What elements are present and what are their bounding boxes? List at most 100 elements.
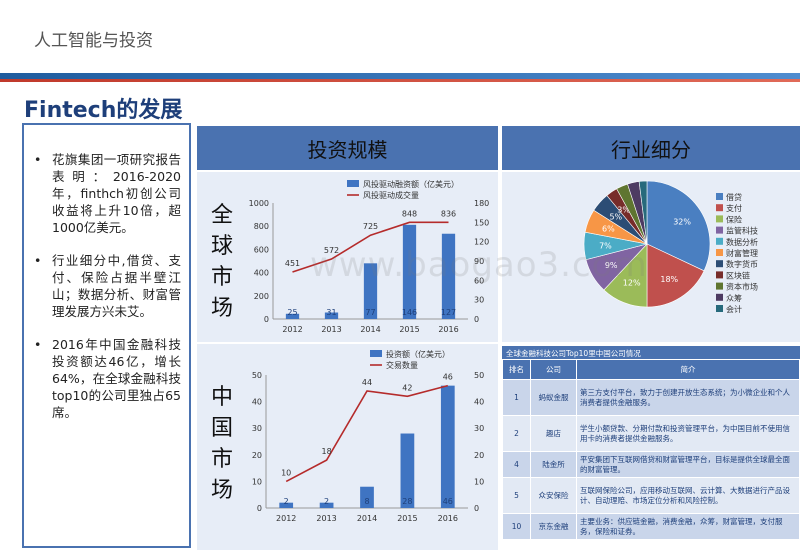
- top10-table-wrapper: 全球金融科技公司Top10里中国公司情况 排名 公司 简介 1 蚂蚁金服 第三方…: [502, 346, 800, 540]
- legend-label: 区块链: [726, 270, 750, 280]
- legend-swatch: [716, 282, 723, 290]
- line-data-label: 10: [281, 468, 291, 477]
- pie-slice: [646, 180, 711, 272]
- x-tick-label: 2012: [282, 325, 302, 334]
- bar-data-label: 8: [364, 497, 369, 506]
- legend-label: 数字货币: [726, 259, 758, 269]
- pie-slice: [638, 180, 648, 245]
- bullet-item: • 2016年中国金融科技投资额达46亿，增长64%，在全球金融科技top10的公…: [34, 337, 181, 420]
- bar: [363, 263, 378, 319]
- y-tick-label-left: 20: [252, 451, 262, 460]
- x-tick-label: 2014: [360, 325, 380, 334]
- legend-label: 众筹: [726, 293, 742, 303]
- legend-label: 资本市场: [726, 282, 758, 292]
- y-tick-label-left: 800: [254, 222, 269, 231]
- company-cell: 众安保险: [530, 477, 577, 514]
- bar-data-label: 28: [402, 497, 412, 506]
- y-tick-label-left: 30: [252, 424, 262, 433]
- line-data-label: 46: [443, 373, 453, 382]
- company-cell: 趣店: [530, 415, 577, 452]
- bar-data-label: 127: [441, 308, 456, 317]
- pie-slice-label: 9%: [605, 261, 618, 270]
- pie-slice-label: 5%: [609, 213, 622, 222]
- y-tick-label-left: 10: [252, 477, 262, 486]
- top10-table: 排名 公司 简介 1 蚂蚁金服 第三方支付平台，致力于创建开放生态系统；为小微企…: [502, 359, 800, 540]
- legend-swatch: [716, 293, 723, 301]
- y-tick-label-right: 0: [474, 315, 479, 324]
- pie-slice-label: 6%: [602, 225, 615, 234]
- desc-cell: 学生小额贷款、分期付款和投资管理平台，为中国目前不使用信用卡的消费者提供金融服务…: [576, 415, 800, 452]
- bar: [279, 502, 294, 508]
- bar-data-label: 31: [326, 308, 336, 317]
- y-tick-label-right: 30: [474, 296, 484, 305]
- legend-swatch: [716, 204, 723, 212]
- y-tick-label-right: 40: [474, 398, 484, 407]
- y-tick-label-left: 0: [257, 504, 262, 513]
- y-tick-label-left: 40: [252, 398, 262, 407]
- legend-swatch: [716, 260, 723, 268]
- line-data-label: 451: [285, 259, 300, 268]
- rank-cell: 2: [502, 415, 531, 452]
- x-tick-label: 2013: [316, 514, 336, 523]
- table-row: 2 趣店 学生小额贷款、分期付款和投资管理平台，为中国目前不使用信用卡的消费者提…: [502, 415, 800, 452]
- y-tick-label-left: 200: [254, 292, 269, 301]
- desc-cell: 主要业务：供应链金融，消费金融，众筹，财富管理，支付服务，保险和证券。: [576, 513, 800, 540]
- bar-data-label: 2: [324, 497, 329, 506]
- desc-cell: 互联网保险公司，应用移动互联网、云计算、大数据进行产品设计、自动理赔、市场定位分…: [576, 477, 800, 514]
- global-investment-chart: 0 200 400 600 800 1000 0 30 60 90 120 150 180 2012 201…: [249, 179, 490, 334]
- top10-caption: 全球金融科技公司Top10里中国公司情况: [502, 346, 800, 359]
- bar: [324, 312, 339, 319]
- bullet-item: • 行业细分中,借贷、支付、保险占据半壁江山；数据分析、财富管理发展方兴未艾。: [34, 253, 181, 319]
- bar-data-label: 46: [443, 497, 453, 506]
- y-tick-label-right: 30: [474, 424, 484, 433]
- legend-swatch: [716, 193, 723, 200]
- bar: [402, 224, 417, 319]
- summary-box: • 花旗集团一项研究报告表明：2016-2020年，finthch初创公司收益将上…: [22, 123, 191, 548]
- y-tick-label-right: 90: [474, 257, 484, 266]
- company-cell: 京东金融: [530, 513, 577, 540]
- y-tick-label-left: 1000: [249, 199, 269, 208]
- y-tick-label-left: 400: [254, 269, 269, 278]
- legend-line-label: 交易数量: [386, 360, 418, 370]
- bar-data-label: 25: [287, 308, 297, 317]
- header-intro: 简介: [576, 359, 800, 380]
- legend-label: 监管科技: [726, 226, 758, 236]
- table-row: 4 陆金所 平安集团下互联网借贷和财富管理平台，目标是提供全球最全面的财富管理。: [502, 451, 800, 478]
- header-divider-red: [0, 79, 800, 82]
- x-tick-label: 2016: [438, 514, 458, 523]
- rank-cell: 10: [502, 513, 531, 540]
- x-tick-label: 2012: [276, 514, 296, 523]
- y-tick-label-right: 0: [474, 504, 479, 513]
- column-header-industry-breakdown: 行业细分: [502, 126, 800, 170]
- legend-label: 数据分析: [726, 237, 758, 247]
- legend-line-label: 风投驱动成交量: [363, 190, 419, 200]
- company-cell: 蚂蚁金服: [530, 379, 577, 416]
- legend-label: 财富管理: [726, 248, 758, 258]
- y-tick-label-right: 20: [474, 451, 484, 460]
- industry-pie-chart: 32% 18% 12% 9% 7% 6% 5%3% 借贷支付保险监管科技数据分析财富管理数字货…: [583, 180, 758, 314]
- bar: [285, 313, 300, 319]
- line-data-label: 725: [363, 222, 378, 231]
- pie-slice-label: 3%: [617, 206, 630, 215]
- pie-slice-label: 32%: [673, 218, 691, 227]
- bullet-marker: •: [34, 253, 42, 268]
- china-investment-chart: 0 10 20 30 40 50 0 10 20 30 40 50 2012 2013 2014 2015 20…: [252, 349, 484, 523]
- row-label-china: 中国市场: [210, 385, 233, 503]
- header-rank: 排名: [502, 359, 531, 380]
- legend-swatch: [716, 215, 723, 223]
- legend-swatch: [716, 271, 723, 279]
- y-tick-label-right: 60: [474, 276, 484, 285]
- legend-label: 支付: [726, 203, 742, 213]
- y-tick-label-right: 10: [474, 477, 484, 486]
- bar-data-label: 77: [365, 308, 375, 317]
- pie-slice: [646, 243, 705, 308]
- y-tick-label-left: 0: [264, 315, 269, 324]
- pie-slice-label: 18%: [660, 275, 678, 284]
- y-tick-label-right: 180: [474, 199, 489, 208]
- x-tick-label: 2014: [357, 514, 377, 523]
- legend-label: 保险: [726, 214, 742, 224]
- y-tick-label-right: 50: [474, 371, 484, 380]
- rank-cell: 1: [502, 379, 531, 416]
- bar: [440, 385, 455, 508]
- slide-title: Fintech的发展: [24, 98, 183, 123]
